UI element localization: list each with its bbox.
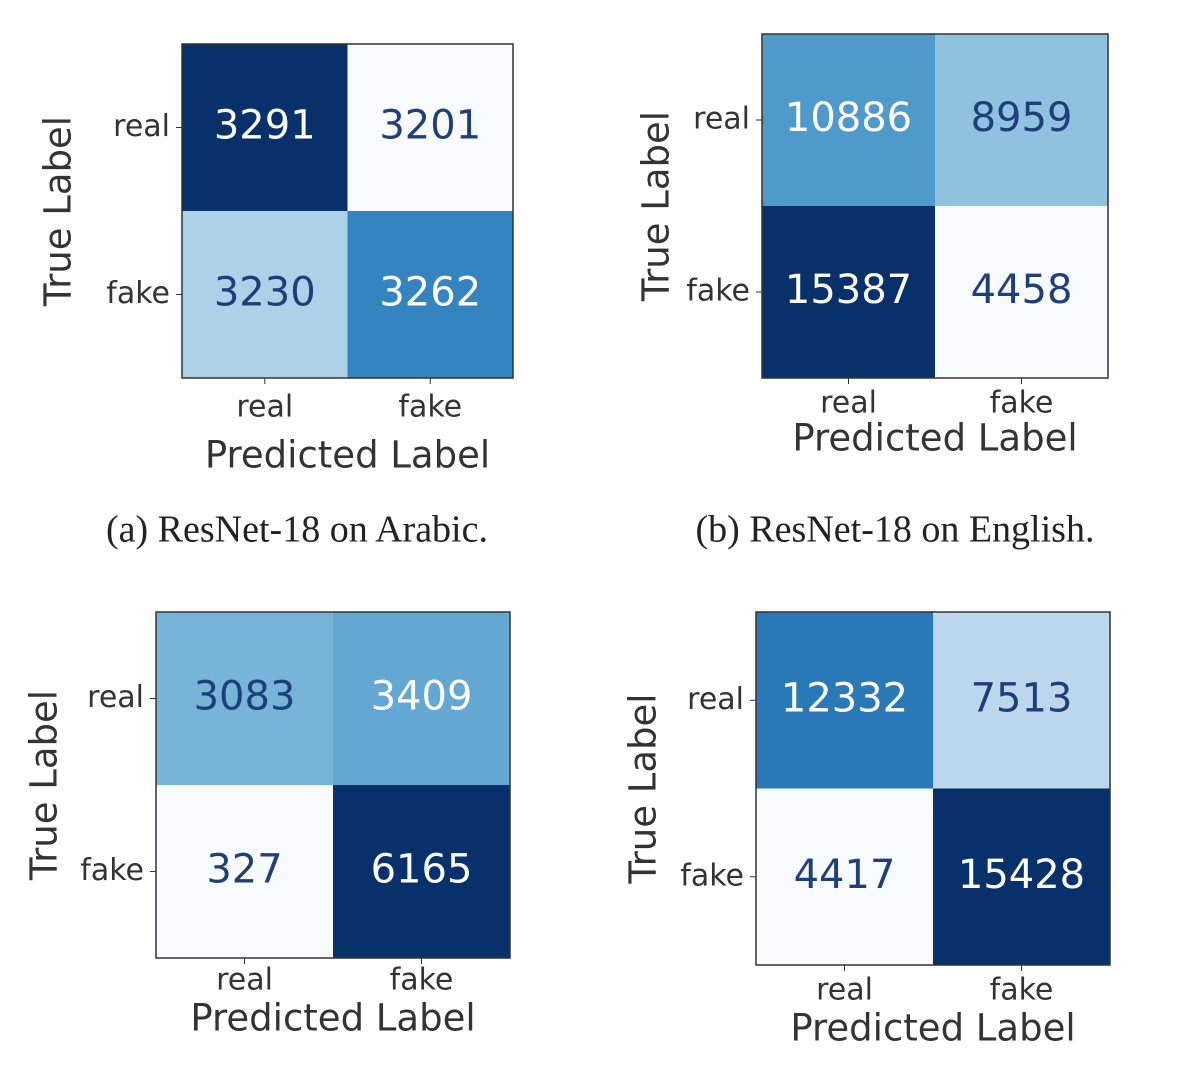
- cell-label: 8959: [971, 95, 1073, 141]
- x-axis-label: Predicted Label: [205, 434, 490, 477]
- x-tick-label: fake: [990, 973, 1054, 1008]
- frame: [155, 611, 511, 959]
- cell-label: 7513: [971, 675, 1073, 721]
- x-tick-label: real: [820, 386, 877, 421]
- cell: [156, 785, 333, 958]
- y-axis-label: True Label: [37, 116, 80, 307]
- cell: [935, 34, 1108, 206]
- cell-label: 12332: [781, 675, 908, 721]
- cell-label: 3083: [194, 674, 296, 720]
- cell-label: 15428: [958, 852, 1085, 898]
- x-tick-label: fake: [990, 386, 1054, 421]
- y-tick-label: real: [87, 680, 144, 715]
- cell-label: 15387: [785, 267, 912, 313]
- x-tick-label: real: [216, 963, 273, 998]
- x-tick-label: fake: [398, 390, 462, 425]
- cell-label: 10886: [785, 95, 912, 141]
- cell: [347, 211, 513, 378]
- cell-label: 4458: [971, 267, 1073, 313]
- cell-label: 3291: [214, 103, 316, 149]
- y-tick-label: real: [687, 682, 744, 717]
- cell: [935, 206, 1108, 378]
- frame: [761, 33, 1109, 379]
- cell: [933, 788, 1110, 965]
- y-axis-label: True Label: [622, 693, 665, 884]
- cell: [756, 612, 933, 789]
- y-tick-label: fake: [686, 274, 750, 309]
- cell-label: 4417: [794, 852, 896, 898]
- frame: [181, 43, 514, 379]
- cell: [762, 206, 935, 378]
- y-tick-label: fake: [106, 276, 170, 311]
- caption: (a) ResNet-18 on Arabic.: [106, 509, 488, 551]
- cell: [182, 44, 348, 211]
- cell: [762, 34, 935, 206]
- cell-label: 3409: [371, 674, 473, 720]
- frame: [755, 611, 1111, 966]
- y-axis-label: True Label: [635, 111, 678, 302]
- y-tick-label: real: [693, 102, 750, 137]
- cell: [933, 612, 1110, 789]
- y-tick-label: fake: [680, 858, 744, 893]
- x-tick-label: real: [236, 390, 293, 425]
- x-tick-label: real: [816, 973, 873, 1008]
- cell-label: 3230: [214, 270, 316, 316]
- cell: [333, 785, 510, 958]
- x-axis-label: Predicted Label: [792, 417, 1077, 460]
- cell-label: 3262: [379, 270, 481, 316]
- cell-label: 6165: [371, 847, 473, 893]
- cell-label: 327: [206, 847, 282, 893]
- cell-label: 3201: [379, 103, 481, 149]
- y-tick-label: real: [113, 109, 170, 144]
- cell: [333, 612, 510, 785]
- caption: (b) ResNet-18 on English.: [696, 509, 1095, 551]
- cell: [347, 44, 513, 211]
- x-axis-label: Predicted Label: [190, 997, 475, 1040]
- x-axis-label: Predicted Label: [790, 1007, 1075, 1050]
- cell: [756, 788, 933, 965]
- x-tick-label: fake: [390, 963, 454, 998]
- cell: [156, 612, 333, 785]
- y-tick-label: fake: [80, 853, 144, 888]
- cell: [182, 211, 348, 378]
- y-axis-label: True Label: [23, 690, 66, 881]
